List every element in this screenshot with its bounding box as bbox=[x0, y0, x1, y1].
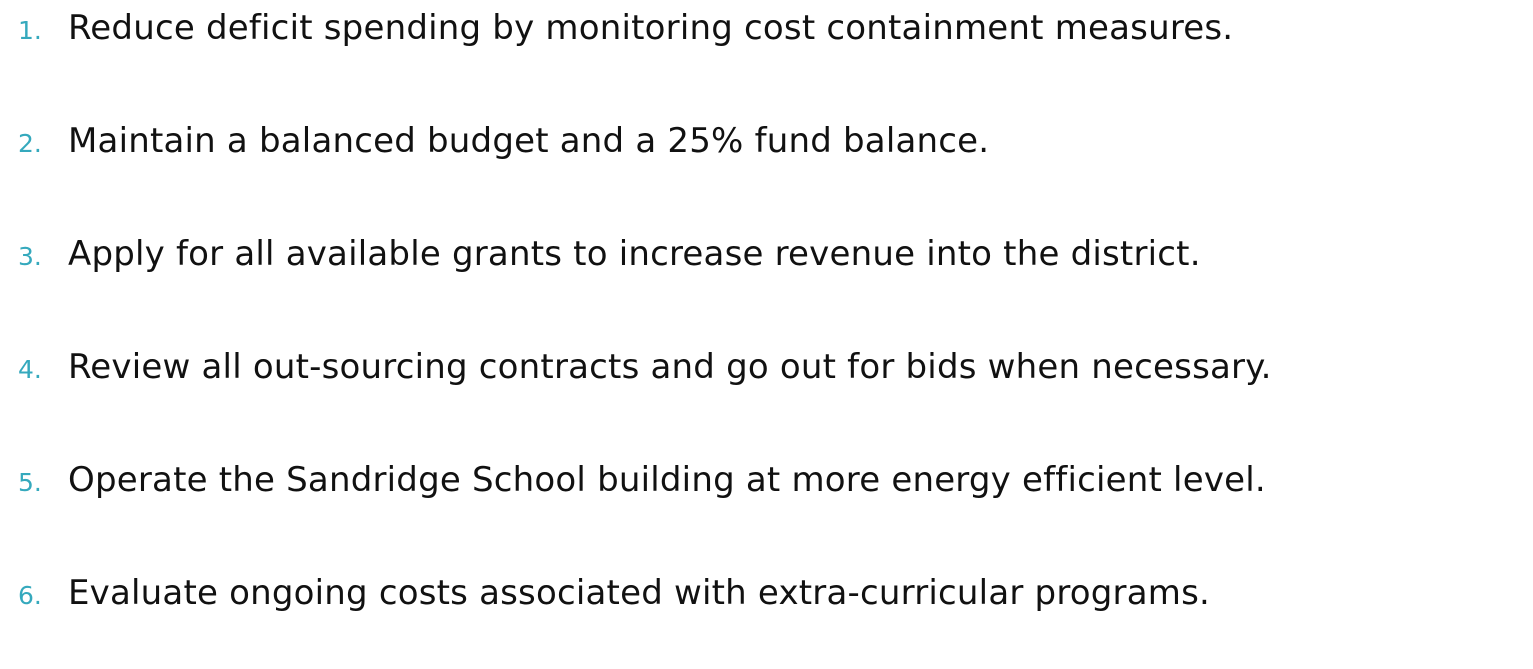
item-text: Reduce deficit spending by monitoring co… bbox=[68, 8, 1234, 48]
item-number: 2. bbox=[18, 129, 42, 158]
item-number: 5. bbox=[18, 468, 42, 497]
item-number: 3. bbox=[18, 242, 42, 271]
item-text: Maintain a balanced budget and a 25% fun… bbox=[68, 121, 990, 161]
list-item: 1. Reduce deficit spending by monitoring … bbox=[18, 8, 1233, 48]
item-number: 1. bbox=[18, 16, 42, 45]
list-item: 5. Operate the Sandridge School building … bbox=[18, 460, 1266, 500]
list-item: 2. Maintain a balanced budget and a 25% f… bbox=[18, 121, 989, 161]
item-text: Evaluate ongoing costs associated with e… bbox=[68, 573, 1210, 613]
item-number: 4. bbox=[18, 355, 42, 384]
item-text: Apply for all available grants to increa… bbox=[68, 234, 1201, 274]
item-text: Operate the Sandridge School building at… bbox=[68, 460, 1266, 500]
list-item: 6. Evaluate ongoing costs associated with… bbox=[18, 573, 1210, 613]
item-text: Review all out-sourcing contracts and go… bbox=[68, 347, 1272, 387]
list-item: 3. Apply for all available grants to incr… bbox=[18, 234, 1201, 274]
item-number: 6. bbox=[18, 581, 42, 610]
list-item: 4. Review all out-sourcing contracts and … bbox=[18, 347, 1272, 387]
